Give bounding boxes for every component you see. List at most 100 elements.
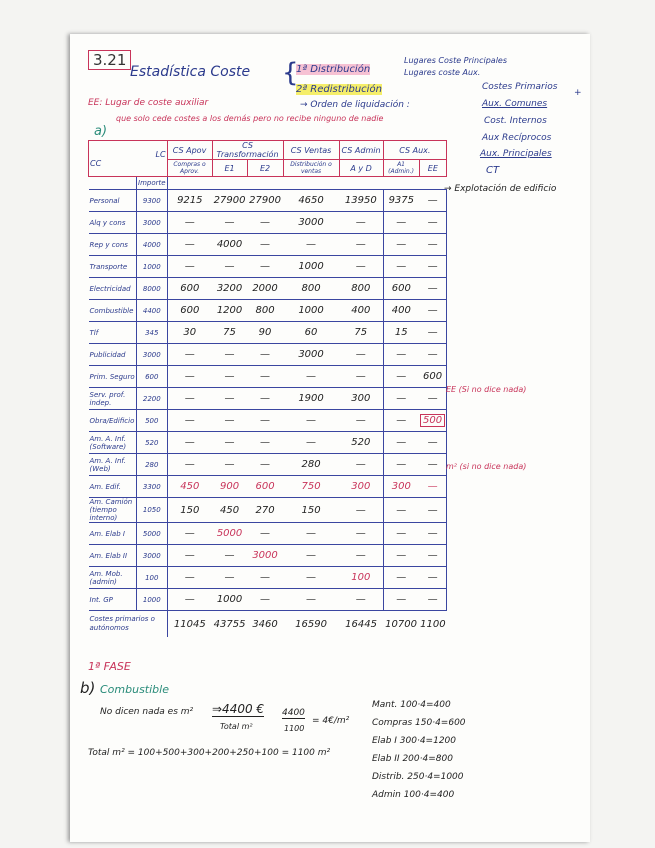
sub-header: A y D [338, 159, 384, 177]
cell: — [283, 566, 340, 589]
cell: 400 [339, 299, 384, 322]
breakdown-item: Elab II 200·4=800 [372, 754, 453, 764]
cell: — [339, 255, 384, 278]
cell: — [382, 233, 420, 256]
order-item: CT [486, 165, 500, 176]
table-row: Transporte 1000— — —1000— — — [88, 255, 448, 278]
cell: 900 [212, 475, 248, 498]
cell: — [382, 255, 420, 278]
section-number: 3.21 [88, 50, 132, 70]
table-row: Tlf 345 30 75 90 60 75 15— [88, 321, 448, 344]
cell: — [339, 211, 384, 234]
ee-definition-cont: que solo cede costes a los demás pero no… [116, 114, 384, 123]
cell: 1000 [212, 588, 248, 611]
cell: 280 [283, 453, 340, 476]
cell: — [167, 566, 213, 589]
phase2-note: → Orden de liquidación : [300, 100, 410, 110]
table-row: Publicidad 3000— — —3000— — — [88, 343, 448, 366]
table-row: Am. Elab I 5000—5000— — — — — [88, 522, 448, 545]
cell: 270 [247, 497, 284, 523]
table-row: Int. GP 1000—1000— — — — — [88, 588, 448, 611]
cell: — [283, 431, 340, 454]
phase2-label: 2ª Redistribución [296, 84, 382, 95]
cell: — [382, 544, 420, 567]
cell: — [382, 365, 420, 388]
cell: 800 [339, 277, 384, 300]
cell: — [212, 365, 248, 388]
cell: — [247, 255, 284, 278]
cell: 1200 [212, 299, 248, 322]
cell: 600 [247, 475, 284, 498]
cell: — [247, 431, 284, 454]
cell: — [212, 409, 248, 432]
row-amount: 4000 [136, 233, 168, 256]
row-amount: 3300 [136, 475, 168, 498]
row-amount: 9300 [136, 189, 168, 212]
row-amount: 3000 [136, 544, 168, 567]
fraction-denominator: Total m² [220, 722, 253, 731]
cell: 75 [339, 321, 384, 344]
row-label: Rep y cons [88, 233, 137, 256]
cell: 27900 [212, 189, 248, 212]
cell: — [382, 387, 420, 410]
cell: — [283, 522, 340, 545]
brace: { [282, 58, 299, 88]
cell: 300 [382, 475, 420, 498]
cell: — [212, 544, 248, 567]
fraction-numerator: 4400 [282, 708, 305, 719]
cell: 4650 [283, 189, 340, 212]
cell: — [212, 566, 248, 589]
cell: 9215 [167, 189, 213, 212]
cell: — [247, 211, 284, 234]
import-label: Importe [136, 176, 168, 190]
order-item: Aux Recíprocos [482, 133, 552, 143]
cell: 600 [382, 277, 420, 300]
order-item: Costes Primarios [482, 82, 558, 92]
total-cell: 11045 [173, 618, 206, 630]
cell: — [382, 522, 420, 545]
row-amount: 500 [136, 409, 168, 432]
table-row: Serv. prof. indep. 2200— — —1900 300— — [88, 387, 448, 410]
cell: 600 [419, 365, 448, 388]
cell: — [283, 409, 340, 432]
cell: — [419, 299, 448, 322]
cell: — [339, 544, 384, 567]
cell: — [167, 343, 213, 366]
cell: 450 [212, 497, 248, 523]
cell: 3000 [283, 343, 340, 366]
cell: — [167, 365, 213, 388]
row-label: Am. Elab II [88, 544, 137, 567]
cell: 13950 [339, 189, 384, 212]
cell: 3000 [283, 211, 340, 234]
cell: — [283, 588, 340, 611]
cell: — [419, 211, 448, 234]
cell: 800 [247, 299, 284, 322]
cell: — [339, 453, 384, 476]
row-amount: 4400 [136, 299, 168, 322]
boxed-value: 500 [420, 414, 446, 427]
row-amount: 3000 [136, 343, 168, 366]
sub-header: EE [418, 159, 448, 177]
empty-cell [167, 177, 447, 190]
corner-cc: CC [90, 158, 102, 168]
cell: 4000 [212, 233, 248, 256]
row-amount: 600 [136, 365, 168, 388]
total-cell: 1100 [420, 618, 446, 630]
cell: — [212, 255, 248, 278]
cell: 3200 [212, 277, 248, 300]
cell: 400 [382, 299, 420, 322]
row-label: Am. A. Inf. (Software) [88, 431, 137, 454]
cell: — [339, 588, 384, 611]
cell: — [419, 277, 448, 300]
cell: 1000 [283, 255, 340, 278]
cell: — [247, 233, 284, 256]
cell: — [283, 233, 340, 256]
breakdown-item: Compras 150·4=600 [372, 718, 466, 728]
ee-definition: EE: Lugar de coste auxiliar [88, 98, 209, 108]
row-label: Tlf [88, 321, 137, 344]
cell: 30 [167, 321, 213, 344]
total-cell: 10700 [385, 618, 417, 630]
phase1-label: 1ª Distribución [296, 64, 371, 75]
total-cell: 43755 [213, 618, 246, 630]
table-row: Prim. Seguro 600— — — — — —600 [88, 365, 448, 388]
